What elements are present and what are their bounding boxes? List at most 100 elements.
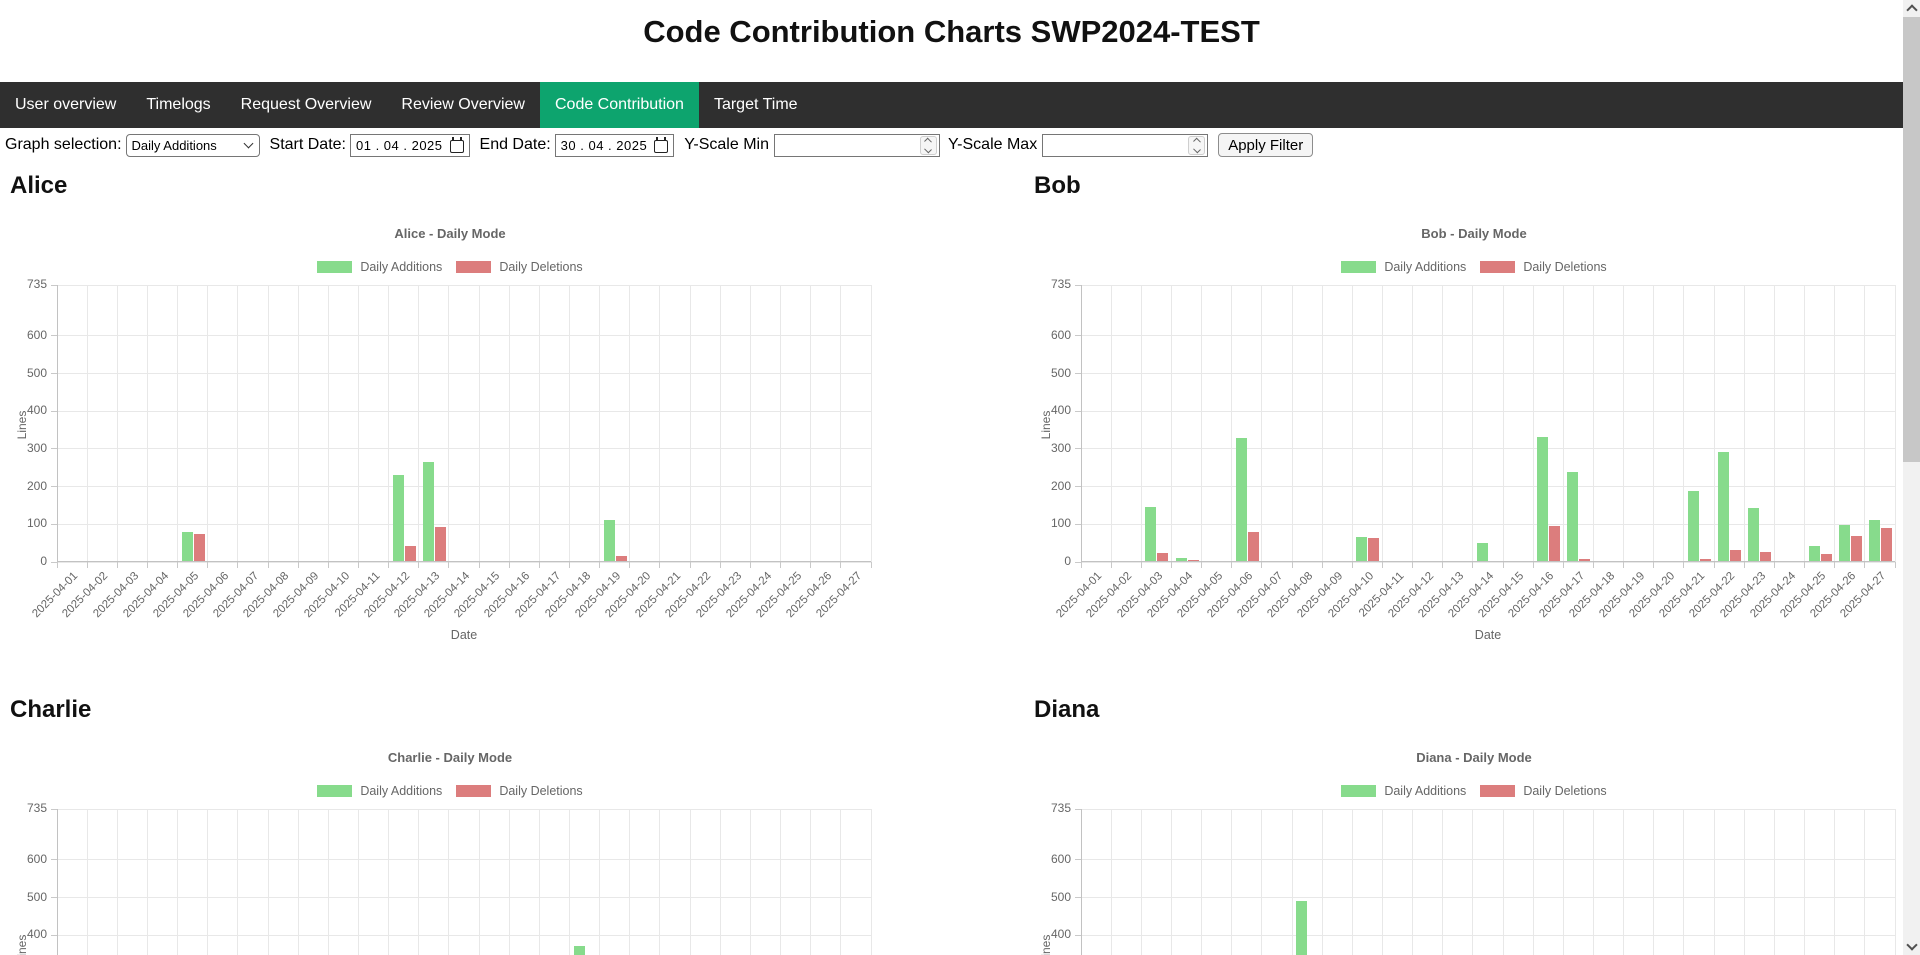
scrollbar-up-button[interactable] [1903,0,1920,17]
start-date-input[interactable]: 01 . 04 . 2025 [350,133,470,157]
y-tick-mark [51,859,57,861]
tab-timelogs[interactable]: Timelogs [146,96,211,113]
bar-deletions[interactable] [1157,553,1169,561]
y-scale-max-input[interactable] [1042,133,1209,157]
gridline [1110,285,1112,562]
legend-item-daily-deletions[interactable]: Daily Deletions [456,260,583,274]
gridline [297,285,299,562]
apply-filter-button[interactable]: Apply Filter [1218,133,1314,157]
y-tick-mark [51,410,57,412]
gridline [1291,809,1293,955]
spinner-down-icon[interactable] [924,145,933,153]
bar-additions[interactable] [1808,545,1820,561]
gridline [146,809,148,955]
person-heading: Bob [1034,172,1081,199]
bar-additions[interactable] [1688,490,1700,561]
spinner-down-icon[interactable] [1192,145,1201,153]
tab-code-contribution[interactable]: Code Contribution [539,82,699,128]
number-spinner[interactable] [919,135,937,155]
bar-additions[interactable] [1235,437,1247,561]
x-tick-mark [478,562,480,568]
bar-additions[interactable] [1175,557,1187,561]
tab-request-overview[interactable]: Request Overview [240,96,372,113]
gridline [1351,285,1353,562]
legend-item-daily-additions[interactable]: Daily Additions [317,260,442,274]
bar-additions[interactable] [1748,507,1760,561]
chart-title: Diana - Daily Mode [1416,750,1532,765]
chart-section-bob: Bob Bob - Daily Mode Daily Additions Daily … [1032,168,1916,728]
bar-deletions[interactable] [1579,559,1591,561]
bar-additions[interactable] [1296,901,1308,955]
gridline [1140,809,1142,955]
bar-additions[interactable] [1718,452,1730,561]
gridline [870,285,872,562]
legend-item-daily-additions[interactable]: Daily Additions [317,784,442,798]
x-tick-mark [237,562,239,568]
bar-additions[interactable] [1537,436,1549,561]
scrollbar-down-button[interactable] [1903,938,1920,955]
y-scale-min-input[interactable] [773,133,940,157]
graph-selection-label: Graph selection: [5,136,122,153]
bar-deletions[interactable] [1850,535,1862,561]
gridline [1081,561,1895,563]
scrollbar-thumb[interactable] [1903,17,1920,462]
bar-additions[interactable] [392,475,404,561]
gridline [207,809,209,955]
bar-additions[interactable] [1477,542,1488,561]
person-heading: Alice [10,172,68,199]
chart-legend: Daily Additions Daily Deletions [1032,260,1916,274]
bar-additions[interactable] [1356,536,1368,561]
end-date-input[interactable]: 30 . 04 . 2025 [554,133,675,157]
bar-deletions[interactable] [1760,552,1772,561]
spinner-up-icon[interactable] [1192,137,1201,145]
legend-item-daily-additions[interactable]: Daily Additions [1341,784,1466,798]
legend-item-daily-additions[interactable]: Daily Additions [1341,260,1466,274]
vertical-scrollbar[interactable] [1903,0,1920,955]
x-tick-mark [719,562,721,568]
bar-deletions[interactable] [1549,525,1561,561]
bar-additions[interactable] [181,532,193,561]
bar-additions[interactable] [1145,507,1157,561]
filter-bar: Graph selection: Daily Additions Start D… [0,130,1903,160]
bar-additions[interactable] [603,520,615,561]
legend-item-daily-deletions[interactable]: Daily Deletions [1480,784,1607,798]
gridline [1472,285,1474,562]
tab-user-overview[interactable]: User overview [15,96,117,113]
bar-additions[interactable] [422,462,434,561]
bar-additions[interactable] [573,946,585,955]
gridline [1170,285,1172,562]
bar-deletions[interactable] [193,534,205,561]
end-date-value: 30 . 04 . 2025 [560,137,648,153]
gridline [508,809,510,955]
legend-swatch-icon [456,261,492,273]
graph-selection-select[interactable]: Daily Additions [125,133,260,157]
bar-deletions[interactable] [434,527,446,561]
spinner-up-icon[interactable] [924,137,933,145]
bar-deletions[interactable] [404,545,416,561]
bar-additions[interactable] [1567,472,1579,561]
bar-deletions[interactable] [1368,538,1380,561]
legend-item-daily-deletions[interactable]: Daily Deletions [456,784,583,798]
y-tick-label: 500 [26,889,47,904]
gridline [1081,897,1895,899]
legend-item-daily-deletions[interactable]: Daily Deletions [1480,260,1607,274]
tab-review-overview[interactable]: Review Overview [401,96,525,113]
bar-additions[interactable] [1838,525,1850,561]
bar-deletions[interactable] [1730,549,1742,561]
tab-target-time[interactable]: Target Time [713,96,798,113]
calendar-icon[interactable] [654,136,669,153]
bar-deletions[interactable] [615,556,627,561]
bar-deletions[interactable] [1820,554,1832,561]
y-tick-mark [51,897,57,899]
gridline [1623,809,1625,955]
number-spinner[interactable] [1188,135,1206,155]
bar-deletions[interactable] [1700,559,1712,561]
x-tick-mark [1351,562,1353,568]
bar-additions[interactable] [1868,520,1880,561]
gridline [418,809,420,955]
bar-deletions[interactable] [1880,528,1892,561]
bar-deletions[interactable] [1247,531,1259,561]
calendar-icon[interactable] [449,136,464,153]
bar-deletions[interactable] [1187,559,1199,561]
x-tick-mark [116,562,118,568]
